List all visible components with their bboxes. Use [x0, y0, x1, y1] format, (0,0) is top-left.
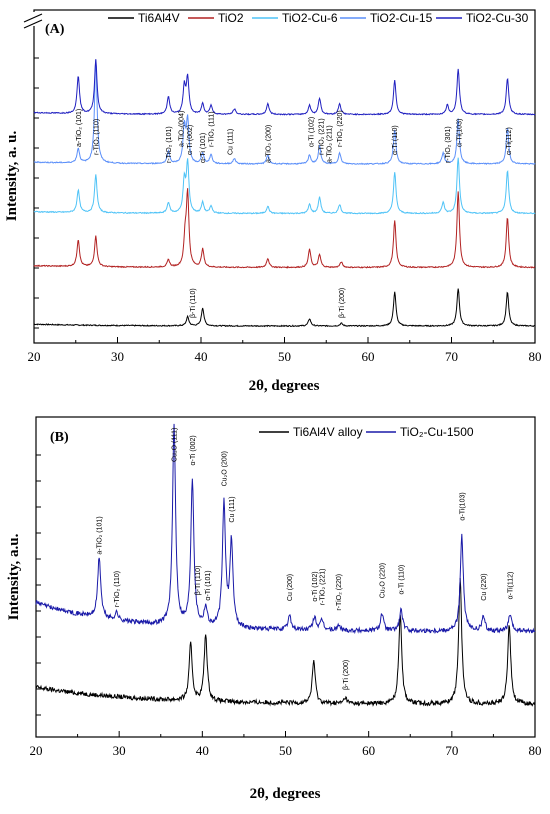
legend-label: Ti6Al4V alloy — [293, 425, 363, 439]
peak-label: r-TiO₂ (111) — [209, 111, 216, 147]
peak-label: α-Ti (110) — [392, 125, 399, 155]
peak-label: a-TiO₂ (101) — [97, 516, 104, 554]
x-tick-label: 40 — [196, 743, 209, 758]
legend-label: TiO2-Cu-6 — [282, 11, 338, 25]
peak-label: Cu₂O (200) — [222, 451, 229, 486]
panel-a-plot-frame — [33, 9, 536, 344]
peak-label: a-TiO₂ (200) — [265, 125, 272, 163]
peak-label: β-Ti (200) — [339, 288, 346, 318]
peak-label: Cu (111) — [228, 129, 235, 155]
peak-label: r-TiO₂ (301) — [445, 126, 452, 163]
peak-label: α-Ti (102) — [309, 117, 316, 147]
legend-label: TiO₂-Cu-1500 — [400, 425, 474, 439]
axis-break-icon — [23, 12, 43, 29]
panel-a-x-ticks: 20 30 40 50 60 70 80 — [28, 337, 542, 364]
panel-a-label: (A) — [45, 22, 65, 37]
panel-b-y-ticks — [36, 454, 41, 716]
panel-b-legend: Ti6Al4V alloy TiO₂-Cu-1500 — [259, 425, 474, 439]
x-tick-label: 40 — [195, 349, 208, 364]
peak-label: a-TiO₂ (211) — [326, 125, 333, 163]
series-line-tio2-cu-30 — [33, 59, 536, 116]
peak-label: Cu (200) — [287, 574, 294, 601]
panel-a-peak-labels: a-TiO₂ (101) r-TiO₂ (110) r-TiO₂ (101) a-Ti… — [76, 109, 513, 318]
peak-label: β-Ti (200) — [343, 660, 350, 690]
peak-label: β-Ti (110) — [190, 288, 197, 318]
peak-label: r-TiO₂ (220) — [337, 110, 344, 147]
peak-label: α-Ti (110) — [399, 565, 406, 595]
peak-label: α-Ti(112) — [508, 572, 515, 600]
peak-label: α-Ti (101) — [200, 133, 207, 163]
x-tick-label: 50 — [279, 743, 292, 758]
peak-label: r-TiO₂ (221) — [320, 569, 327, 606]
peak-label: r-TiO₂ (110) — [93, 119, 100, 155]
panel-a-legend: Ti6Al4V TiO2 TiO2-Cu-6 TiO2-Cu-15 TiO2-Cu-30 — [108, 11, 529, 25]
x-tick-label: 20 — [28, 349, 41, 364]
x-tick-label: 60 — [362, 743, 375, 758]
peak-label: a-TiO₂ (101) — [76, 109, 83, 147]
panel-a-y-axis-title: Intensity, a. u. — [4, 131, 20, 222]
peak-label: α-Ti (002) — [190, 435, 197, 465]
x-tick-label: 50 — [278, 349, 291, 364]
series-line-ti6al4v-alloy — [35, 577, 536, 707]
panel-b-label: (B) — [50, 430, 69, 445]
panel-a-y-ticks — [34, 57, 39, 329]
peak-label: Cu (220) — [481, 573, 488, 600]
peak-label: α-Ti (002) — [187, 125, 194, 155]
x-tick-label: 60 — [362, 349, 375, 364]
series-line-ti6al4v — [33, 288, 536, 328]
x-tick-label: 80 — [529, 349, 542, 364]
legend-label: TiO2-Cu-30 — [466, 11, 529, 25]
x-tick-label: 70 — [445, 743, 458, 758]
peak-label: Cu₂O (111) — [172, 428, 179, 462]
panel-b-peak-labels: a-TiO₂ (101) r-TiO₂ (110) Cu₂O (111) α-Ti (… — [97, 428, 515, 690]
peak-label: α-Ti(103) — [459, 492, 466, 520]
x-tick-label: 70 — [445, 349, 458, 364]
peak-label: α-Ti(112) — [506, 127, 513, 155]
series-line-tio2 — [33, 188, 536, 269]
series-line-tio2-cu-6 — [33, 157, 536, 215]
series-line-tio2-cu-15 — [33, 59, 536, 166]
x-tick-label: 80 — [529, 743, 542, 758]
panel-a-chart: (A) Ti6Al4V TiO2 TiO2-Cu-6 TiO2-Cu-15 TiO2-C… — [4, 9, 542, 394]
legend-label: TiO2-Cu-15 — [370, 11, 433, 25]
peak-label: a-TiO₂(004) — [179, 111, 186, 147]
panel-b-x-axis-title: 2θ, degrees — [250, 786, 321, 802]
peak-label: α-Ti (102) — [312, 571, 319, 601]
legend-label: Ti6Al4V — [138, 11, 180, 25]
legend-label: TiO2 — [218, 11, 244, 25]
peak-label: α-Ti(103) — [457, 119, 464, 147]
x-tick-label: 30 — [111, 349, 124, 364]
panel-b-y-axis-title: Intensity, a.u. — [6, 533, 22, 620]
peak-label: r-TiO₂ (101) — [166, 126, 173, 163]
peak-label: β-Ti (110) — [195, 566, 202, 596]
x-tick-label: 30 — [113, 743, 126, 758]
peak-label: Cu₂O (220) — [380, 563, 387, 598]
peak-label: Cu (111) — [229, 496, 236, 522]
peak-label: r-TiO₂ (110) — [114, 571, 121, 607]
series-line-tio-cu-1500 — [35, 423, 536, 635]
peak-label: α-Ti (101) — [205, 570, 212, 600]
panel-a-series — [33, 59, 536, 328]
panel-b-x-ticks: 20 30 40 50 60 70 80 — [30, 731, 542, 758]
panel-a-x-axis-title: 2θ, degrees — [249, 378, 320, 394]
panel-b-series — [35, 423, 536, 707]
peak-label: r-TiO₂ (220) — [336, 574, 343, 611]
x-tick-label: 20 — [30, 743, 43, 758]
peak-label: r-TiO₂ (221) — [319, 118, 326, 155]
panel-b-chart: (B) Ti6Al4V alloy TiO₂-Cu-1500 20 30 40 50 60… — [6, 416, 542, 802]
